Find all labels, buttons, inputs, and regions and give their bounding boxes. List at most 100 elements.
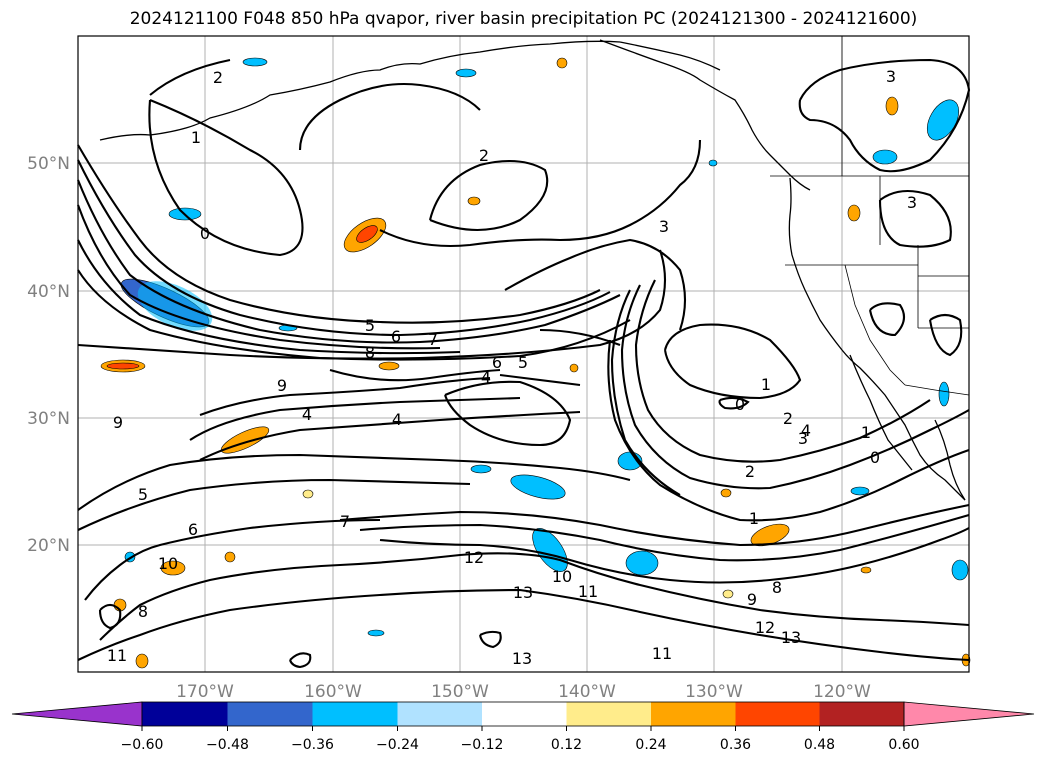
contour-label: 7 (428, 330, 438, 349)
contour-label: 0 (735, 395, 745, 414)
colorbar-outline (141, 701, 905, 727)
contour-label: 8 (138, 602, 148, 621)
contour-label: 11 (107, 646, 127, 665)
contour-label: 6 (492, 353, 502, 372)
contour-label: 2 (745, 462, 755, 481)
lat-label: 20°N (27, 536, 70, 556)
contour-label: 5 (138, 485, 148, 504)
positive-patch (720, 488, 732, 498)
lon-label: 160°W (304, 682, 362, 702)
colorbar-tick-label: 0.60 (888, 737, 919, 753)
positive-patch (860, 566, 872, 574)
positive-patch (378, 361, 400, 371)
colorbar-tick-label: 0.12 (551, 737, 582, 753)
colorbar-tick-label: 0.36 (720, 737, 751, 753)
contour-label: 12 (464, 548, 484, 567)
positive-patch (467, 196, 481, 206)
contour-label: 9 (747, 590, 757, 609)
contour-label: 7 (340, 512, 350, 531)
negative-patch (708, 159, 718, 167)
negative-patch (470, 464, 492, 474)
negative-patch (872, 149, 898, 165)
contour-label: 11 (578, 582, 598, 601)
longitude-labels: 170°W 160°W 150°W 140°W 130°W 120°W (176, 682, 871, 702)
contour-label: 1 (749, 509, 759, 528)
contour-label: 9 (113, 413, 123, 432)
contour-label: 13 (512, 649, 532, 668)
contour-lines (77, 58, 971, 669)
contour-label: 6 (188, 520, 198, 539)
colorbar-segment (312, 702, 398, 726)
negative-patch (137, 281, 213, 331)
negative-patch (951, 559, 969, 581)
colorbar-tick-label: 0.48 (804, 737, 835, 753)
positive-patch (106, 362, 140, 370)
contour-label: 12 (755, 618, 775, 637)
positive-patch (885, 96, 899, 116)
contour-label: 4 (302, 405, 312, 424)
map-title: 2024121100 F048 850 hPa qvapor, river ba… (129, 9, 918, 29)
colorbar-tick-label: −0.12 (461, 737, 504, 753)
contour-label: 10 (158, 554, 178, 573)
lon-label: 120°W (813, 682, 871, 702)
contour-label: 3 (798, 429, 808, 448)
lat-label: 50°N (27, 154, 70, 174)
positive-patch (722, 589, 734, 599)
negative-patch (850, 486, 870, 496)
lat-label: 40°N (27, 282, 70, 302)
negative-patch (455, 68, 477, 78)
contour-label: 0 (200, 224, 210, 243)
contour-label: 1 (861, 423, 871, 442)
contour-label: 8 (365, 343, 375, 362)
negative-patch (938, 381, 950, 407)
contour-label: 13 (513, 583, 533, 602)
latitude-labels: 50°N 40°N 30°N 20°N (27, 154, 70, 556)
colorbar-tick-label: −0.24 (376, 737, 419, 753)
contour-label: 9 (277, 376, 287, 395)
negative-patch (367, 629, 385, 637)
contour-label: 13 (781, 628, 801, 647)
lon-label: 150°W (431, 682, 489, 702)
contour-label: 5 (365, 316, 375, 335)
colorbar-tick-label: 0.24 (635, 737, 666, 753)
colorbar-tick-label: −0.60 (121, 737, 164, 753)
contour-labels: 2 1 0 2 3 3 3 5 6 7 8 9 4 6 5 4 9 4 1 0 … (107, 67, 917, 668)
colorbar-segment (651, 702, 736, 726)
colorbar-segment (819, 702, 904, 726)
positive-patch (135, 653, 149, 669)
contour-label: 1 (191, 128, 201, 147)
colorbar-segment (566, 702, 651, 726)
lon-label: 130°W (685, 682, 743, 702)
contour-label: 6 (391, 327, 401, 346)
negative-patch (510, 474, 566, 500)
contour-label: 5 (518, 353, 528, 372)
positive-patch (356, 225, 378, 243)
negative-patch (625, 550, 659, 576)
negative-patch (242, 57, 268, 67)
colorbar-segment (397, 702, 482, 726)
positive-patch (224, 551, 236, 563)
colorbar-segment (142, 702, 228, 726)
contour-label: 4 (481, 368, 491, 387)
contour-label: 1 (761, 375, 771, 394)
lon-label: 140°W (558, 682, 616, 702)
contour-label: 3 (886, 67, 896, 86)
map-border (77, 35, 970, 673)
contour-label: 0 (870, 448, 880, 467)
colorbar-tick-label: −0.36 (291, 737, 334, 753)
contour-label: 8 (772, 578, 782, 597)
colorbar-segment (482, 702, 567, 726)
contour-label: 2 (213, 68, 223, 87)
contour-label: 4 (392, 410, 402, 429)
coastlines (99, 39, 966, 501)
shading-patches (100, 57, 971, 669)
contour-label: 3 (659, 217, 669, 236)
lat-label: 30°N (27, 409, 70, 429)
positive-patch (160, 560, 186, 576)
colorbar-segment (735, 702, 820, 726)
contour-label: 10 (552, 567, 572, 586)
positive-patch (302, 489, 314, 499)
positive-patch (556, 57, 568, 69)
contour-label: 2 (479, 146, 489, 165)
